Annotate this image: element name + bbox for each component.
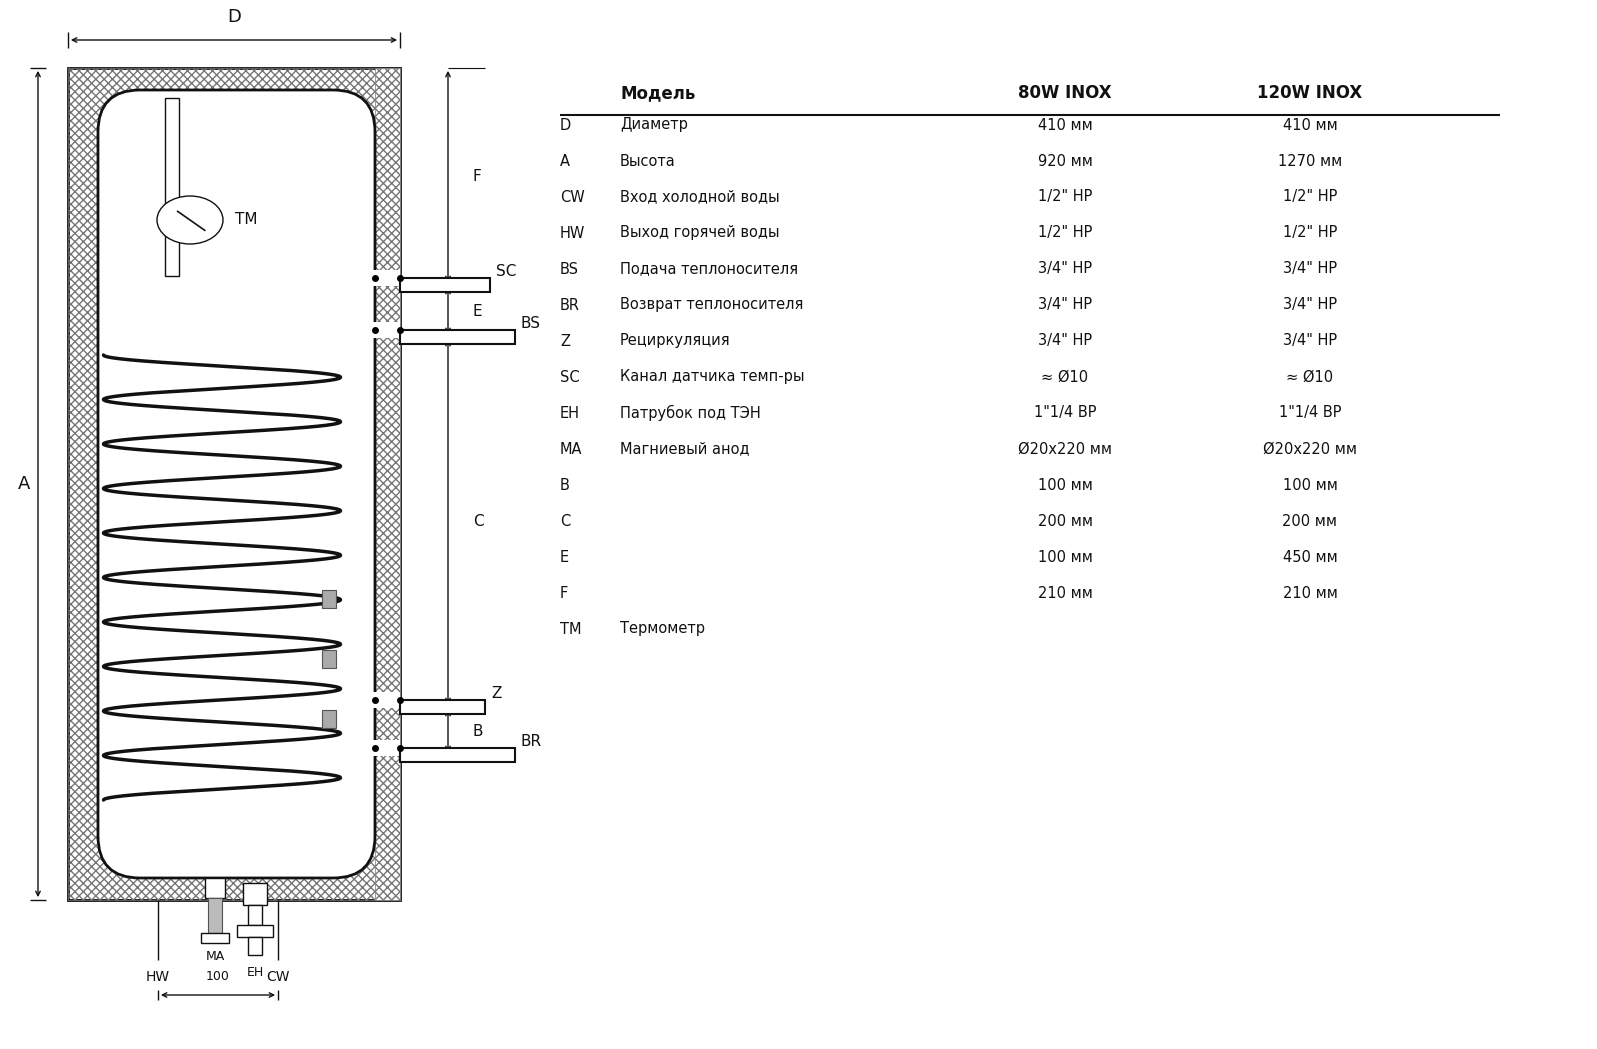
Text: MA: MA: [206, 949, 225, 963]
Bar: [374, 692, 399, 708]
Text: Вход холодной воды: Вход холодной воды: [620, 190, 779, 205]
Text: Высота: Высота: [620, 153, 676, 169]
Bar: [399, 278, 490, 292]
Text: 410 мм: 410 мм: [1282, 117, 1337, 132]
Text: Z: Z: [561, 334, 570, 348]
Text: 210 мм: 210 мм: [1282, 585, 1337, 600]
Bar: [243, 883, 267, 905]
Text: HW: HW: [561, 226, 586, 240]
Text: CW: CW: [561, 190, 585, 205]
Bar: [374, 322, 399, 338]
Text: 3/4" HP: 3/4" HP: [1038, 334, 1092, 348]
Text: A: A: [561, 153, 570, 169]
Text: Рециркуляция: Рециркуляция: [620, 334, 730, 348]
Bar: [321, 710, 335, 728]
Bar: [375, 68, 399, 900]
Text: 3/4" HP: 3/4" HP: [1282, 298, 1337, 313]
Text: Возврат теплоносителя: Возврат теплоносителя: [620, 298, 803, 313]
Bar: [248, 905, 262, 925]
Text: Модель: Модель: [620, 84, 695, 102]
Ellipse shape: [157, 196, 224, 244]
Bar: [236, 925, 273, 937]
Text: 3/4" HP: 3/4" HP: [1038, 261, 1092, 277]
Bar: [399, 748, 514, 762]
Text: EH: EH: [561, 406, 580, 421]
Bar: [399, 700, 485, 714]
Bar: [69, 68, 399, 900]
Text: 210 мм: 210 мм: [1038, 585, 1092, 600]
Text: BS: BS: [521, 316, 541, 330]
Text: MA: MA: [561, 442, 583, 456]
Bar: [69, 68, 399, 900]
Text: D: D: [561, 117, 572, 132]
Text: C: C: [561, 514, 570, 529]
Text: F: F: [561, 585, 569, 600]
Text: Патрубок под ТЭН: Патрубок под ТЭН: [620, 405, 760, 421]
Text: ≈ Ø10: ≈ Ø10: [1287, 369, 1333, 385]
Text: 100: 100: [206, 970, 230, 983]
Text: BS: BS: [561, 261, 580, 277]
Text: 120W INOX: 120W INOX: [1257, 84, 1362, 102]
Text: BR: BR: [561, 298, 580, 313]
Text: 410 мм: 410 мм: [1038, 117, 1092, 132]
Bar: [321, 590, 335, 608]
FancyBboxPatch shape: [97, 90, 375, 878]
Text: E: E: [561, 550, 569, 564]
Text: Диаметр: Диаметр: [620, 117, 688, 132]
Text: Канал датчика темп-ры: Канал датчика темп-ры: [620, 369, 805, 385]
Bar: [374, 740, 399, 756]
Text: 3/4" HP: 3/4" HP: [1282, 334, 1337, 348]
Text: EH: EH: [246, 966, 264, 979]
Text: TM: TM: [561, 621, 581, 637]
Text: BR: BR: [521, 733, 541, 749]
Text: 1/2" HP: 1/2" HP: [1282, 226, 1337, 240]
Bar: [248, 937, 262, 955]
Text: SC: SC: [561, 369, 580, 385]
Text: 1/2" HP: 1/2" HP: [1038, 226, 1092, 240]
Bar: [208, 898, 222, 933]
Text: D: D: [227, 8, 241, 26]
Text: 100 мм: 100 мм: [1282, 477, 1337, 492]
Text: 1"1/4 ВР: 1"1/4 ВР: [1279, 406, 1341, 421]
Text: 200 мм: 200 мм: [1282, 514, 1338, 529]
Text: Z: Z: [490, 685, 501, 701]
Bar: [374, 270, 399, 286]
Text: 1/2" HP: 1/2" HP: [1282, 190, 1337, 205]
Bar: [321, 650, 335, 668]
Text: Ø20х220 мм: Ø20х220 мм: [1263, 442, 1357, 456]
Text: Выход горячей воды: Выход горячей воды: [620, 226, 779, 240]
Text: Магниевый анод: Магниевый анод: [620, 442, 749, 456]
Text: 80W INOX: 80W INOX: [1019, 84, 1112, 102]
Text: 920 мм: 920 мм: [1038, 153, 1092, 169]
Text: 1/2" HP: 1/2" HP: [1038, 190, 1092, 205]
Bar: [201, 933, 228, 943]
Text: 1"1/4 ВР: 1"1/4 ВР: [1033, 406, 1096, 421]
Bar: [399, 330, 514, 344]
Bar: [164, 98, 179, 276]
Text: 100 мм: 100 мм: [1038, 477, 1092, 492]
Text: SC: SC: [497, 263, 516, 278]
Text: CW: CW: [267, 970, 289, 984]
Text: ≈ Ø10: ≈ Ø10: [1041, 369, 1089, 385]
Text: F: F: [473, 169, 482, 184]
Text: B: B: [561, 477, 570, 492]
Text: Термометр: Термометр: [620, 621, 704, 637]
Text: C: C: [473, 514, 484, 530]
Text: HW: HW: [145, 970, 169, 984]
Text: 200 мм: 200 мм: [1038, 514, 1092, 529]
Text: 1270 мм: 1270 мм: [1278, 153, 1341, 169]
Text: 100 мм: 100 мм: [1038, 550, 1092, 564]
Text: TM: TM: [235, 213, 257, 228]
Text: A: A: [18, 475, 30, 493]
Text: 3/4" HP: 3/4" HP: [1038, 298, 1092, 313]
Text: Подача теплоносителя: Подача теплоносителя: [620, 261, 798, 277]
Text: Ø20х220 мм: Ø20х220 мм: [1017, 442, 1112, 456]
Bar: [204, 878, 225, 898]
Text: B: B: [473, 724, 484, 738]
Text: E: E: [473, 303, 482, 319]
Text: 3/4" HP: 3/4" HP: [1282, 261, 1337, 277]
Text: 450 мм: 450 мм: [1282, 550, 1337, 564]
